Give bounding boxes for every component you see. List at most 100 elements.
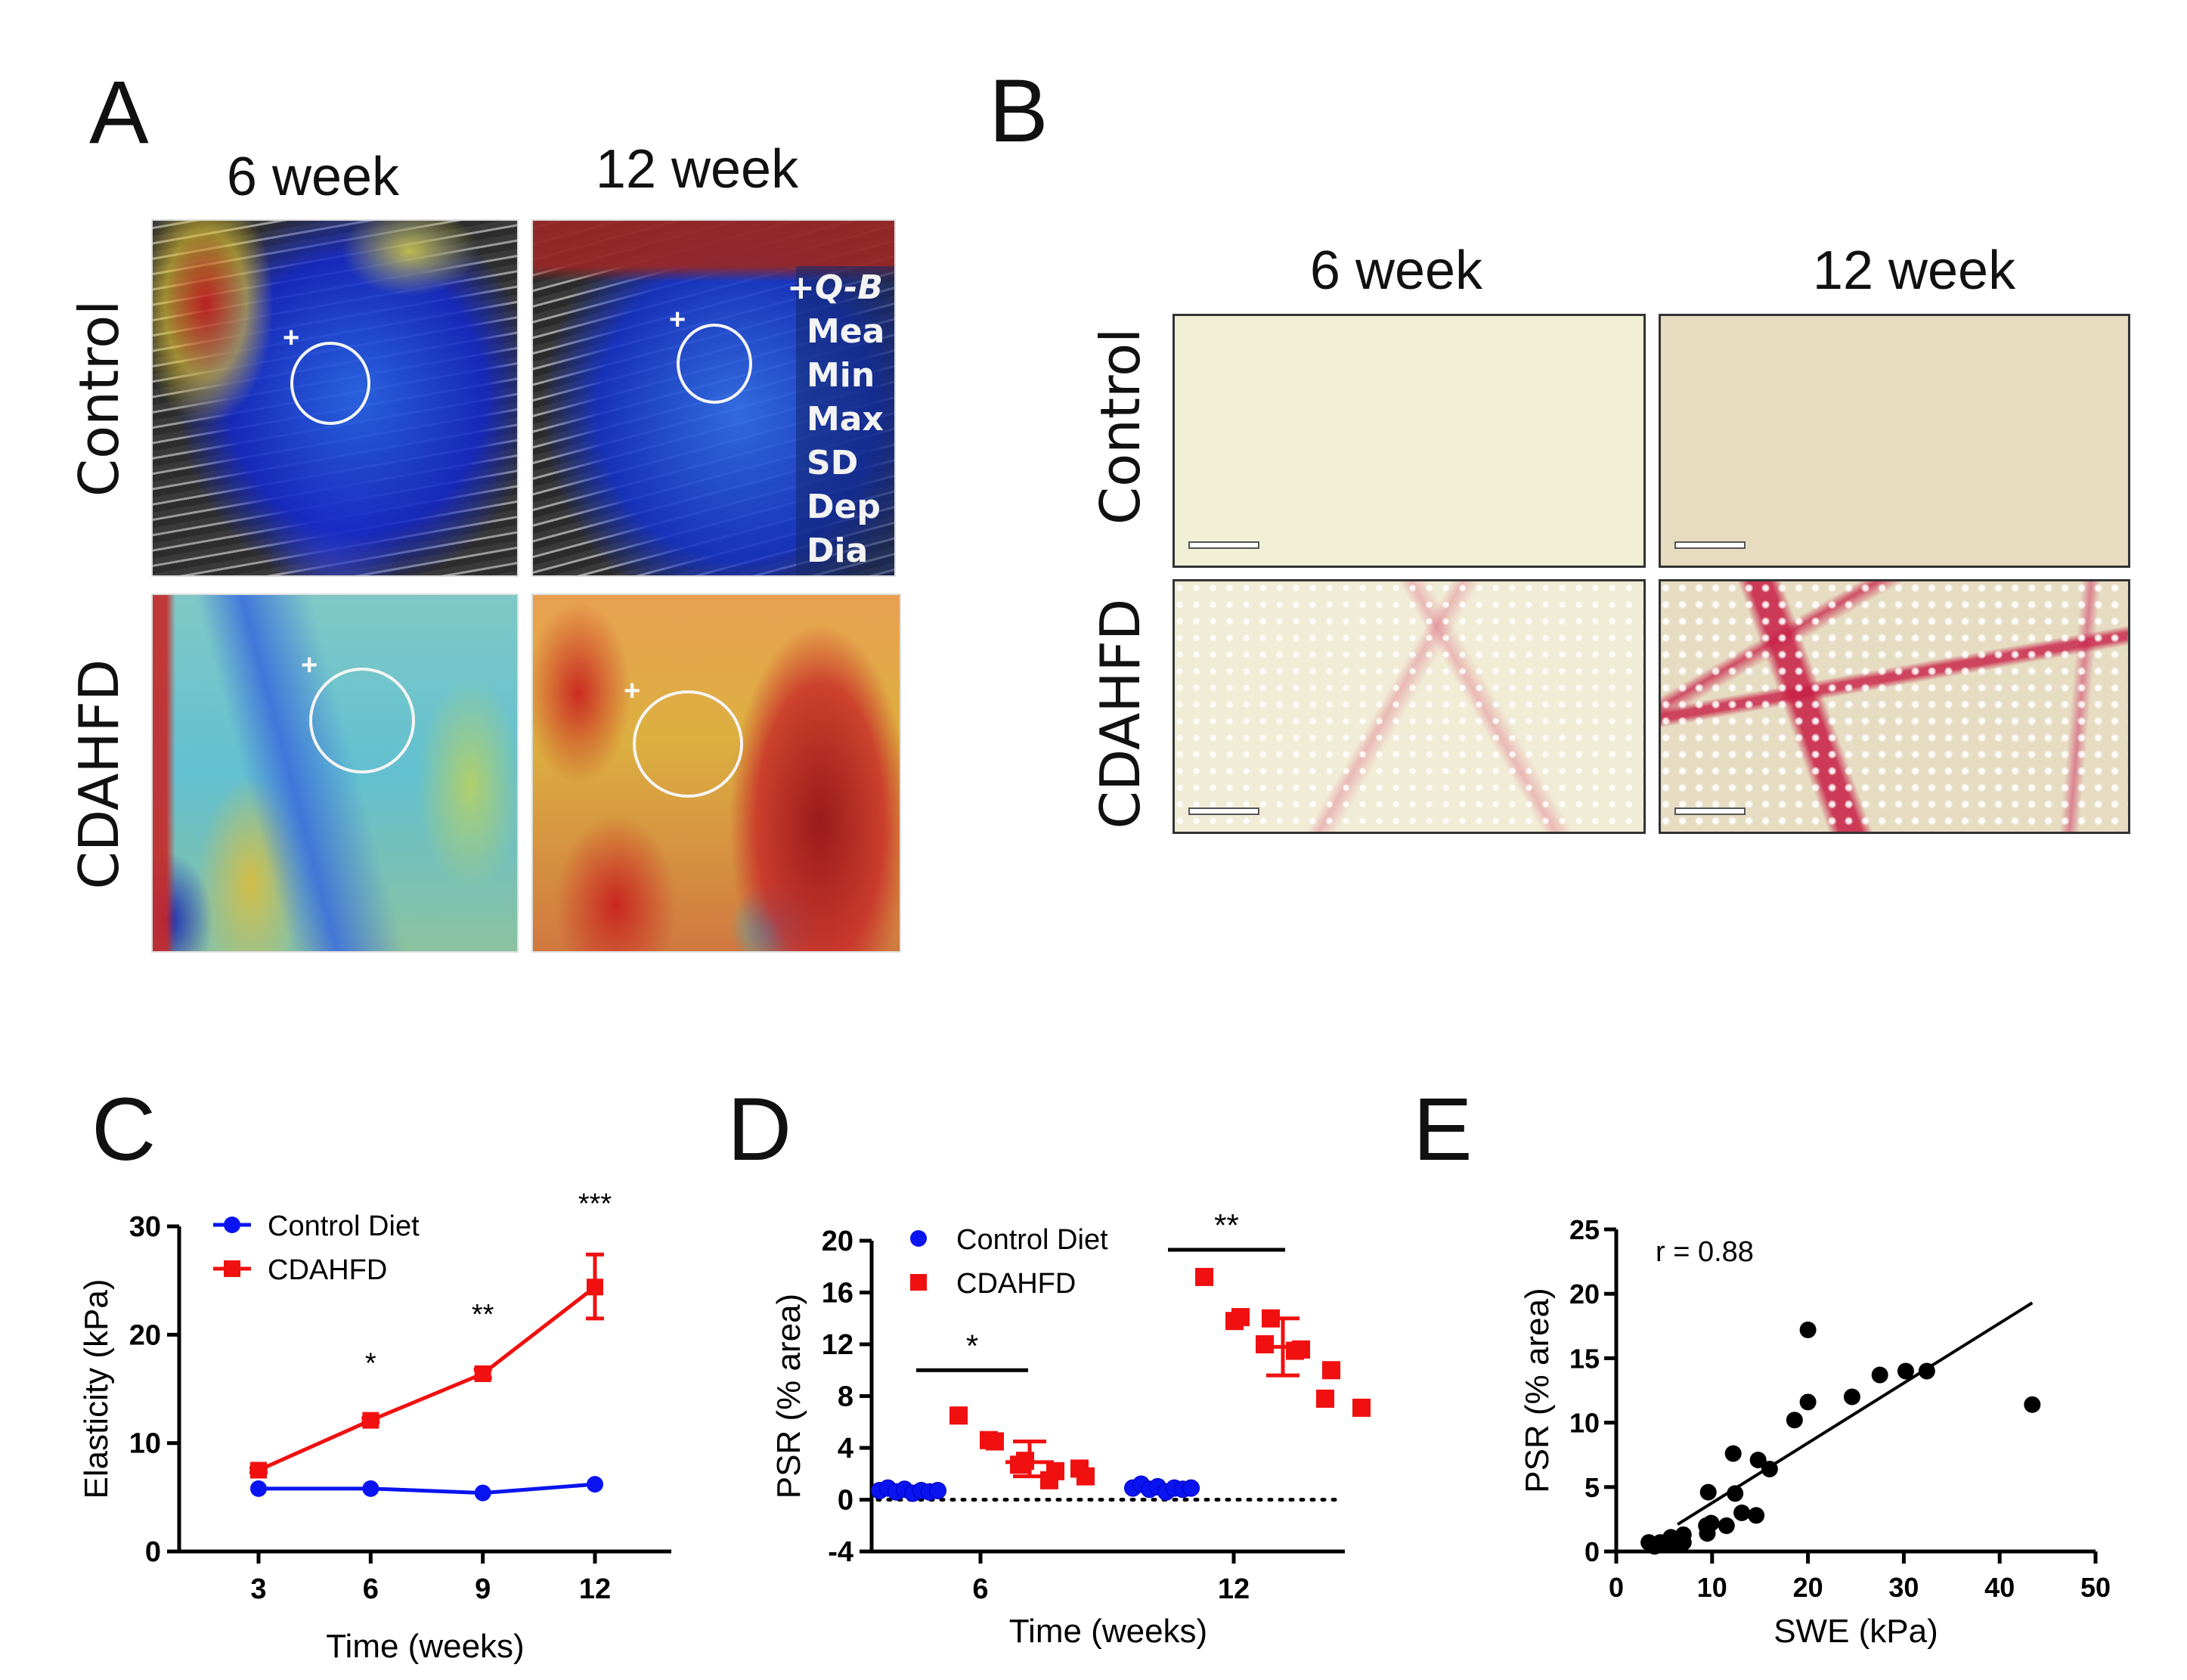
- legend-marker: [224, 1260, 240, 1277]
- data-point: [1256, 1335, 1274, 1353]
- y-axis-label: PSR (% area): [1519, 1288, 1556, 1492]
- data-point: [474, 1484, 491, 1502]
- legend-label: CDAHFD: [268, 1254, 387, 1286]
- data-point: [2024, 1396, 2041, 1413]
- scale-bar: [1188, 807, 1259, 815]
- legend-label: CDAHFD: [956, 1268, 1076, 1300]
- panel-d-label: D: [727, 1080, 792, 1179]
- y-tick-label: -4: [828, 1536, 853, 1568]
- y-tick-label: 4: [838, 1433, 853, 1465]
- data-point: [1724, 1445, 1742, 1462]
- data-point: [474, 1365, 491, 1382]
- roi-circle: [633, 690, 743, 798]
- data-point: [1699, 1483, 1717, 1501]
- qbox-line: Mea: [807, 312, 885, 351]
- x-axis-label: Time (weeks): [326, 1628, 524, 1665]
- roi-cross-marker: +: [669, 304, 686, 336]
- chart-e-correlation: 0 5 10 15 20 25 0 10 20 30 40 50 SWE (kPa) PSR (% are…: [1519, 1214, 2111, 1650]
- legend-marker: [910, 1230, 927, 1247]
- x-tick-label: 9: [475, 1573, 491, 1605]
- y-tick-label: 20: [822, 1226, 853, 1257]
- data-point: [587, 1279, 603, 1296]
- roi-cross-marker: +: [624, 675, 641, 707]
- x-tick-label: 12: [1218, 1573, 1250, 1605]
- y-tick-label: 0: [145, 1536, 161, 1568]
- data-point: [1871, 1366, 1888, 1384]
- y-tick-label: 5: [1584, 1472, 1600, 1503]
- data-point: [1749, 1452, 1767, 1469]
- x-axis-label: Time (weeks): [1009, 1613, 1207, 1650]
- qbox-line: +Q-B: [787, 268, 883, 307]
- chart-d-psr: -4 0 4 8 12 16 20 6 12 Time (weeks) PSR (% area) Co…: [770, 1207, 1371, 1650]
- x-tick-label: 50: [2080, 1572, 2111, 1603]
- qbox-line: Min: [807, 356, 875, 395]
- correlation-annotation: r = 0.88: [1656, 1236, 1754, 1268]
- y-tick-label: 12: [822, 1329, 853, 1361]
- x-tick-label: 40: [1984, 1572, 2015, 1603]
- x-tick-label: 6: [972, 1573, 988, 1605]
- data-point: [587, 1476, 603, 1493]
- histology-image-control-12wk: [1659, 314, 2130, 568]
- swe-image-control-12wk: + +Q-B Mea Min Max SD Dep Dia: [531, 219, 896, 577]
- significance-marker: *: [365, 1348, 376, 1380]
- data-point: [1727, 1485, 1744, 1502]
- y-tick-label: 0: [1584, 1536, 1600, 1567]
- y-tick-label: 8: [838, 1381, 853, 1413]
- data-point: [1316, 1389, 1334, 1408]
- data-point: [1799, 1321, 1817, 1338]
- y-axis-label: Elasticity (kPa): [78, 1279, 115, 1499]
- y-tick-label: 30: [129, 1211, 161, 1243]
- qbox-line: SD: [807, 444, 859, 482]
- qbox-stats-overlay: +Q-B Mea Min Max SD Dep Dia: [787, 266, 894, 575]
- data-point: [1786, 1412, 1803, 1429]
- data-point: [929, 1482, 946, 1500]
- data-point: [1702, 1514, 1720, 1532]
- roi-cross-marker: +: [301, 649, 318, 681]
- data-point: [1748, 1507, 1765, 1524]
- histology-image-cdahfd-6wk: [1172, 579, 1646, 834]
- data-point: [1799, 1393, 1817, 1411]
- swe-image-cdahfd-12wk: +: [531, 594, 901, 953]
- data-point: [1225, 1312, 1244, 1331]
- data-point: [1761, 1460, 1778, 1477]
- chart-c-elasticity: 0 10 20 30 3 6 9 12 Time (weeks) Elasticity (kPa)…: [78, 1188, 671, 1665]
- y-tick-label: 10: [1569, 1408, 1600, 1439]
- data-point: [1182, 1479, 1200, 1497]
- scale-bar: [1188, 541, 1259, 549]
- x-tick-label: 6: [363, 1573, 379, 1605]
- series-line-cdahfd: [257, 1285, 596, 1472]
- panel-a-col-12-week: 12 week: [595, 139, 799, 200]
- data-point: [1918, 1362, 1935, 1380]
- x-tick-label: 3: [250, 1573, 266, 1605]
- data-point: [1843, 1388, 1860, 1406]
- y-tick-label: 10: [129, 1428, 161, 1460]
- y-tick-label: 20: [129, 1319, 161, 1351]
- legend-label: Control Diet: [956, 1224, 1108, 1256]
- data-point: [949, 1406, 968, 1425]
- y-tick-label: 15: [1569, 1343, 1600, 1374]
- data-point: [1286, 1341, 1304, 1360]
- legend-label: Control Diet: [268, 1210, 420, 1242]
- data-point: [980, 1430, 998, 1449]
- y-tick-label: 20: [1569, 1279, 1600, 1310]
- x-tick-label: 12: [579, 1573, 611, 1605]
- y-axis-label: PSR (% area): [770, 1294, 807, 1499]
- qbox-line: Dep: [807, 488, 881, 526]
- data-point: [1718, 1517, 1735, 1534]
- panel-e-label: E: [1413, 1080, 1473, 1179]
- roi-circle: [290, 342, 370, 425]
- x-tick-label: 20: [1793, 1572, 1823, 1603]
- y-tick-label: 16: [822, 1278, 853, 1310]
- y-tick-label: 0: [838, 1485, 853, 1517]
- data-point: [1352, 1398, 1371, 1417]
- x-tick-label: 30: [1888, 1572, 1919, 1603]
- panel-b-col-12-week: 12 week: [1812, 240, 2016, 301]
- data-point: [362, 1480, 379, 1497]
- data-point: [1733, 1504, 1751, 1521]
- panel-a-label: A: [89, 63, 149, 163]
- data-point: [1040, 1471, 1058, 1489]
- data-point: [1070, 1459, 1089, 1478]
- data-point: [1897, 1362, 1914, 1380]
- data-point: [1195, 1267, 1213, 1286]
- legend-marker: [910, 1274, 927, 1291]
